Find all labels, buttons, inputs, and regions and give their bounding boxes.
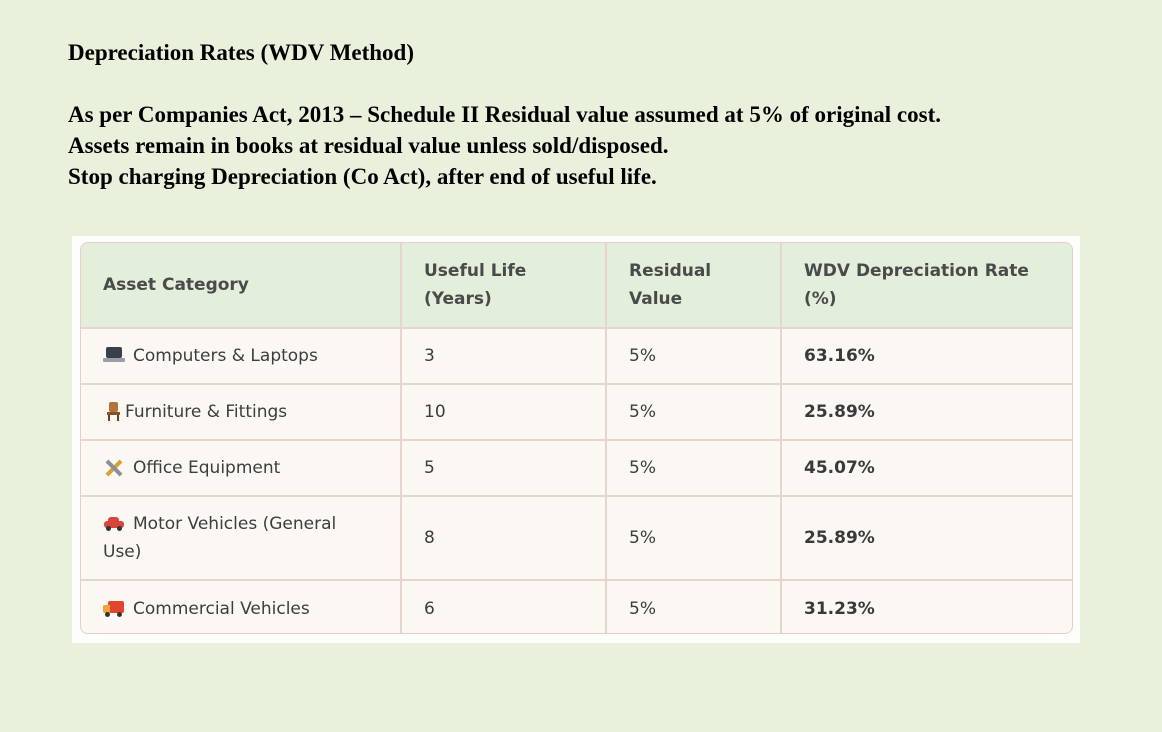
truck-icon (103, 599, 125, 617)
cell-useful-life: 3 (401, 328, 607, 385)
header-useful-life: Useful Life (Years) (401, 243, 607, 329)
header-wdv-rate: WDV Depreciation Rate (%) (781, 243, 1072, 329)
header-asset-category: Asset Category (81, 243, 402, 329)
note-line: As per Companies Act, 2013 – Schedule II… (68, 102, 941, 127)
note-line: Assets remain in books at residual value… (68, 133, 669, 158)
chair-icon (103, 402, 120, 421)
car-icon (103, 514, 125, 532)
cell-rate: 45.07% (781, 440, 1072, 497)
cell-residual: 5% (606, 440, 782, 497)
cell-rate: 25.89% (781, 384, 1072, 441)
table-row: Furniture & Fittings 10 5% 25.89% (81, 384, 1072, 441)
cell-useful-life: 5 (401, 440, 607, 497)
cell-rate: 63.16% (781, 328, 1072, 385)
cell-residual: 5% (606, 580, 782, 633)
category-label: Commercial Vehicles (133, 598, 310, 619)
cell-category: Office Equipment (81, 440, 402, 497)
cell-residual: 5% (606, 384, 782, 441)
depreciation-table-card: Asset Category Useful Life (Years) Resid… (80, 242, 1073, 634)
table-row: Computers & Laptops 3 5% 63.16% (81, 328, 1072, 385)
table-frame: Asset Category Useful Life (Years) Resid… (72, 236, 1080, 643)
cell-useful-life: 6 (401, 580, 607, 633)
note-line: Stop charging Depreciation (Co Act), aft… (68, 164, 657, 189)
cell-rate: 31.23% (804, 598, 875, 619)
page-title: Depreciation Rates (WDV Method) (68, 40, 415, 65)
header-residual-value: Residual Value (606, 243, 782, 329)
cell-useful-life: 8 (401, 496, 607, 581)
cell-category: Computers & Laptops (81, 328, 402, 385)
category-label: Computers & Laptops (133, 346, 318, 366)
cell-useful-life: 10 (401, 384, 607, 441)
cell-category: Commercial Vehicles (81, 580, 402, 633)
table-header-row: Asset Category Useful Life (Years) Resid… (81, 243, 1072, 329)
category-label: Furniture & Fittings (125, 402, 288, 422)
table-row: Motor Vehicles (General Use) 8 5% 25.89% (81, 496, 1072, 581)
cell-residual: 5% (606, 328, 782, 385)
cell-residual: 5% (606, 496, 782, 581)
laptop-icon (103, 346, 125, 364)
depreciation-table: Asset Category Useful Life (Years) Resid… (81, 243, 1072, 633)
category-label: Motor Vehicles (General Use) (103, 514, 337, 562)
cell-category: Furniture & Fittings (81, 384, 402, 441)
cell-category: Motor Vehicles (General Use) (81, 496, 402, 581)
table-row: Commercial Vehicles 6 5% 31.23% (81, 580, 1072, 633)
tools-icon (103, 458, 125, 477)
table-row: Office Equipment 5 5% 45.07% (81, 440, 1072, 497)
notes-block: As per Companies Act, 2013 – Schedule II… (68, 99, 941, 192)
cell-rate: 25.89% (781, 496, 1072, 581)
category-label: Office Equipment (133, 458, 281, 478)
